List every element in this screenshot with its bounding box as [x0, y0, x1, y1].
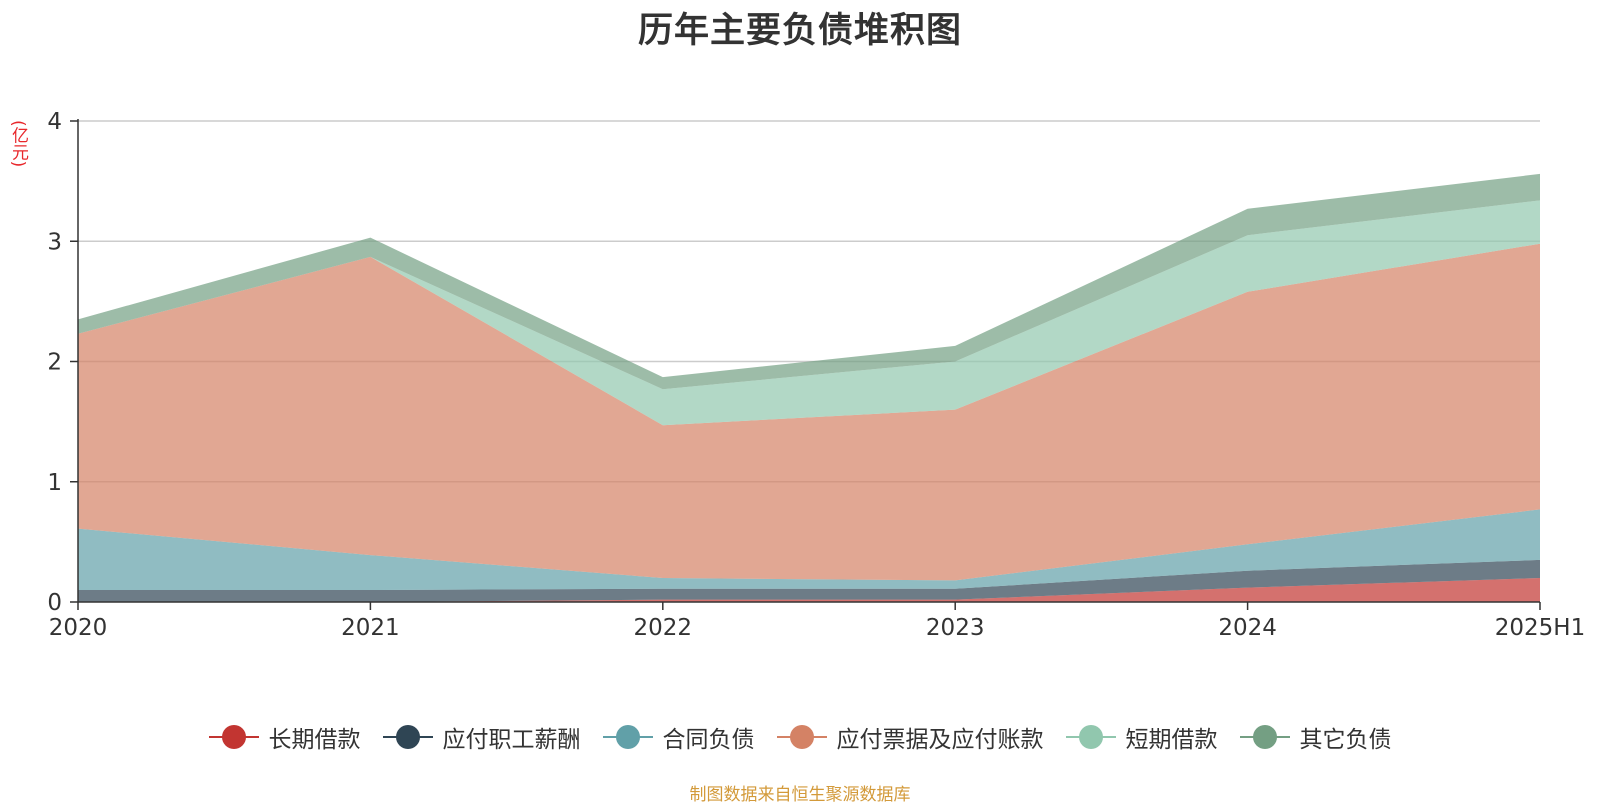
legend-marker-icon [602, 724, 653, 750]
chart-title: 历年主要负债堆积图 [637, 11, 962, 51]
legend-item[interactable]: 其它负债 [1239, 720, 1392, 754]
area-series-3 [78, 509, 1540, 590]
y-tick-label: 3 [47, 229, 62, 255]
data-source-note: 制图数据来自恒生聚源数据库 [689, 785, 911, 805]
legend-label: 短期借款 [1125, 727, 1218, 753]
legend-label: 长期借款 [268, 727, 361, 753]
area-series-4 [78, 243, 1540, 581]
area-series-2 [78, 559, 1540, 602]
x-tick-label: 2023 [926, 615, 985, 641]
chart-legend: 长期借款 应付职工薪酬 合同负债 应付票据及应付账款 短期借款 其它负债 [0, 720, 1600, 754]
legend-item[interactable]: 短期借款 [1065, 720, 1218, 754]
legend-label: 应付票据及应付账款 [836, 727, 1044, 753]
x-tick-label: 2020 [49, 615, 108, 641]
legend-marker-icon [208, 724, 259, 750]
legend-marker-icon [776, 724, 827, 750]
legend-marker-icon [1239, 724, 1290, 750]
legend-item[interactable]: 长期借款 [208, 720, 361, 754]
x-tick-label: 2021 [341, 615, 400, 641]
area-series-1 [78, 578, 1540, 602]
legend-marker-icon [1065, 724, 1116, 750]
legend-item[interactable]: 应付职工薪酬 [382, 720, 581, 754]
x-tick-label: 2024 [1218, 615, 1277, 641]
legend-marker-icon [382, 724, 433, 750]
area-series-6 [78, 173, 1540, 390]
y-tick-label: 0 [47, 590, 62, 616]
legend-label: 应付职工薪酬 [442, 727, 581, 753]
area-series-5 [78, 200, 1540, 426]
y-tick-label: 2 [47, 350, 62, 376]
legend-label: 合同负债 [662, 727, 755, 753]
x-tick-label: 2025H1 [1495, 615, 1585, 641]
legend-label: 其它负债 [1299, 727, 1392, 753]
y-tick-label: 4 [47, 109, 62, 135]
y-axis-unit-label: (亿元) [8, 120, 28, 168]
legend-item[interactable]: 合同负债 [602, 720, 755, 754]
x-tick-label: 2022 [634, 615, 693, 641]
y-tick-label: 1 [47, 470, 62, 496]
legend-item[interactable]: 应付票据及应付账款 [776, 720, 1044, 754]
